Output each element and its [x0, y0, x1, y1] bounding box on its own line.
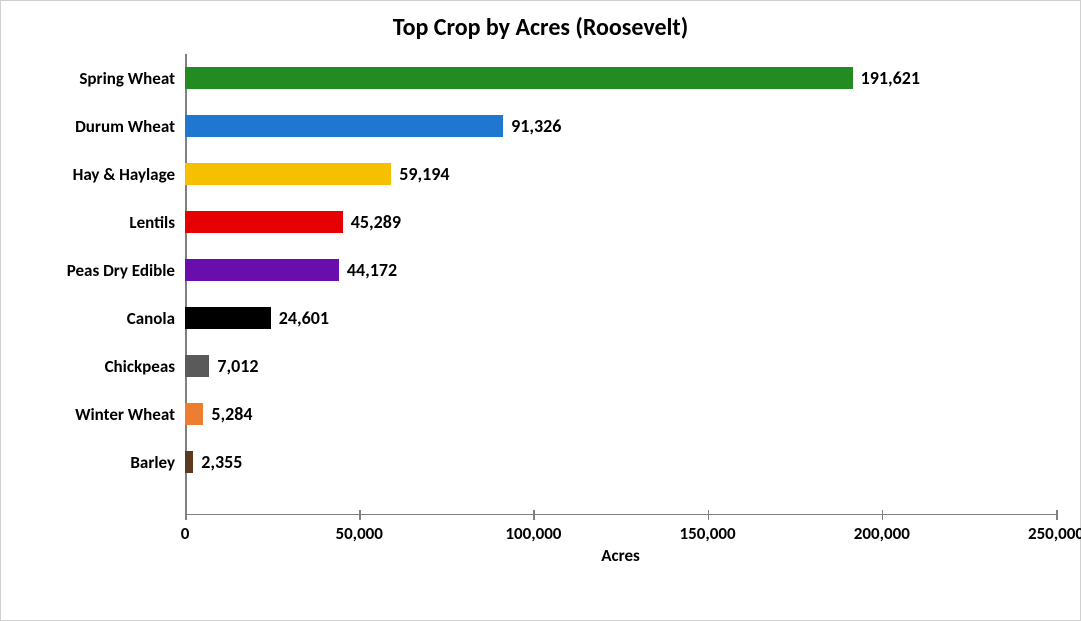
bar-value-label: 91,326	[511, 115, 561, 137]
bar-row: 5,284	[185, 390, 1056, 438]
x-tick	[533, 510, 535, 520]
bar-value-label: 191,621	[861, 67, 920, 89]
bar-row: 7,012	[185, 342, 1056, 390]
category-label: Hay & Haylage	[25, 150, 185, 198]
bar-barley	[185, 451, 193, 473]
bar-value-label: 2,355	[201, 451, 242, 473]
category-label: Peas Dry Edible	[25, 246, 185, 294]
bar-value-label: 5,284	[211, 403, 252, 425]
category-label: Lentils	[25, 198, 185, 246]
bar-spring-wheat	[185, 67, 853, 89]
bar-chickpeas	[185, 355, 209, 377]
category-label: Canola	[25, 294, 185, 342]
x-tick-label: 50,000	[335, 523, 382, 544]
x-tick	[708, 510, 710, 520]
bar-row: 44,172	[185, 246, 1056, 294]
bar-row: 191,621	[185, 54, 1056, 102]
bars-area: 191,621 91,326 59,194 45,289 44,172	[185, 54, 1056, 514]
category-label: Chickpeas	[25, 342, 185, 390]
bar-row: 2,355	[185, 438, 1056, 486]
x-axis: 0 50,000 100,000 150,000 200,000 250,000…	[185, 514, 1056, 564]
bar-winter-wheat	[185, 403, 203, 425]
bar-peas	[185, 259, 339, 281]
bar-value-label: 7,012	[217, 355, 258, 377]
category-label: Barley	[25, 438, 185, 486]
x-tick	[1056, 510, 1058, 520]
x-tick-label: 250,000	[1028, 523, 1081, 544]
x-tick	[185, 510, 187, 520]
y-axis-labels: Spring Wheat Durum Wheat Hay & Haylage L…	[25, 54, 185, 564]
x-tick	[359, 510, 361, 520]
x-tick	[882, 510, 884, 520]
x-axis-title: Acres	[601, 545, 640, 566]
bar-durum-wheat	[185, 115, 503, 137]
bar-row: 91,326	[185, 102, 1056, 150]
category-label: Durum Wheat	[25, 102, 185, 150]
bar-value-label: 44,172	[347, 259, 397, 281]
bar-canola	[185, 307, 271, 329]
category-label: Spring Wheat	[25, 54, 185, 102]
bar-row: 45,289	[185, 198, 1056, 246]
bar-hay-haylage	[185, 163, 391, 185]
bar-lentils	[185, 211, 343, 233]
bar-value-label: 45,289	[351, 211, 401, 233]
bar-row: 59,194	[185, 150, 1056, 198]
x-tick-label: 0	[181, 523, 190, 544]
x-tick-label: 100,000	[505, 523, 561, 544]
chart-body: Spring Wheat Durum Wheat Hay & Haylage L…	[25, 54, 1056, 564]
chart-title: Top Crop by Acres (Roosevelt)	[25, 13, 1056, 42]
bar-value-label: 24,601	[279, 307, 329, 329]
x-tick-label: 200,000	[854, 523, 910, 544]
bar-row: 24,601	[185, 294, 1056, 342]
chart-container: Top Crop by Acres (Roosevelt) Spring Whe…	[0, 0, 1081, 621]
plot-area: 191,621 91,326 59,194 45,289 44,172	[185, 54, 1056, 564]
category-label: Winter Wheat	[25, 390, 185, 438]
x-tick-label: 150,000	[680, 523, 736, 544]
bar-value-label: 59,194	[399, 163, 449, 185]
